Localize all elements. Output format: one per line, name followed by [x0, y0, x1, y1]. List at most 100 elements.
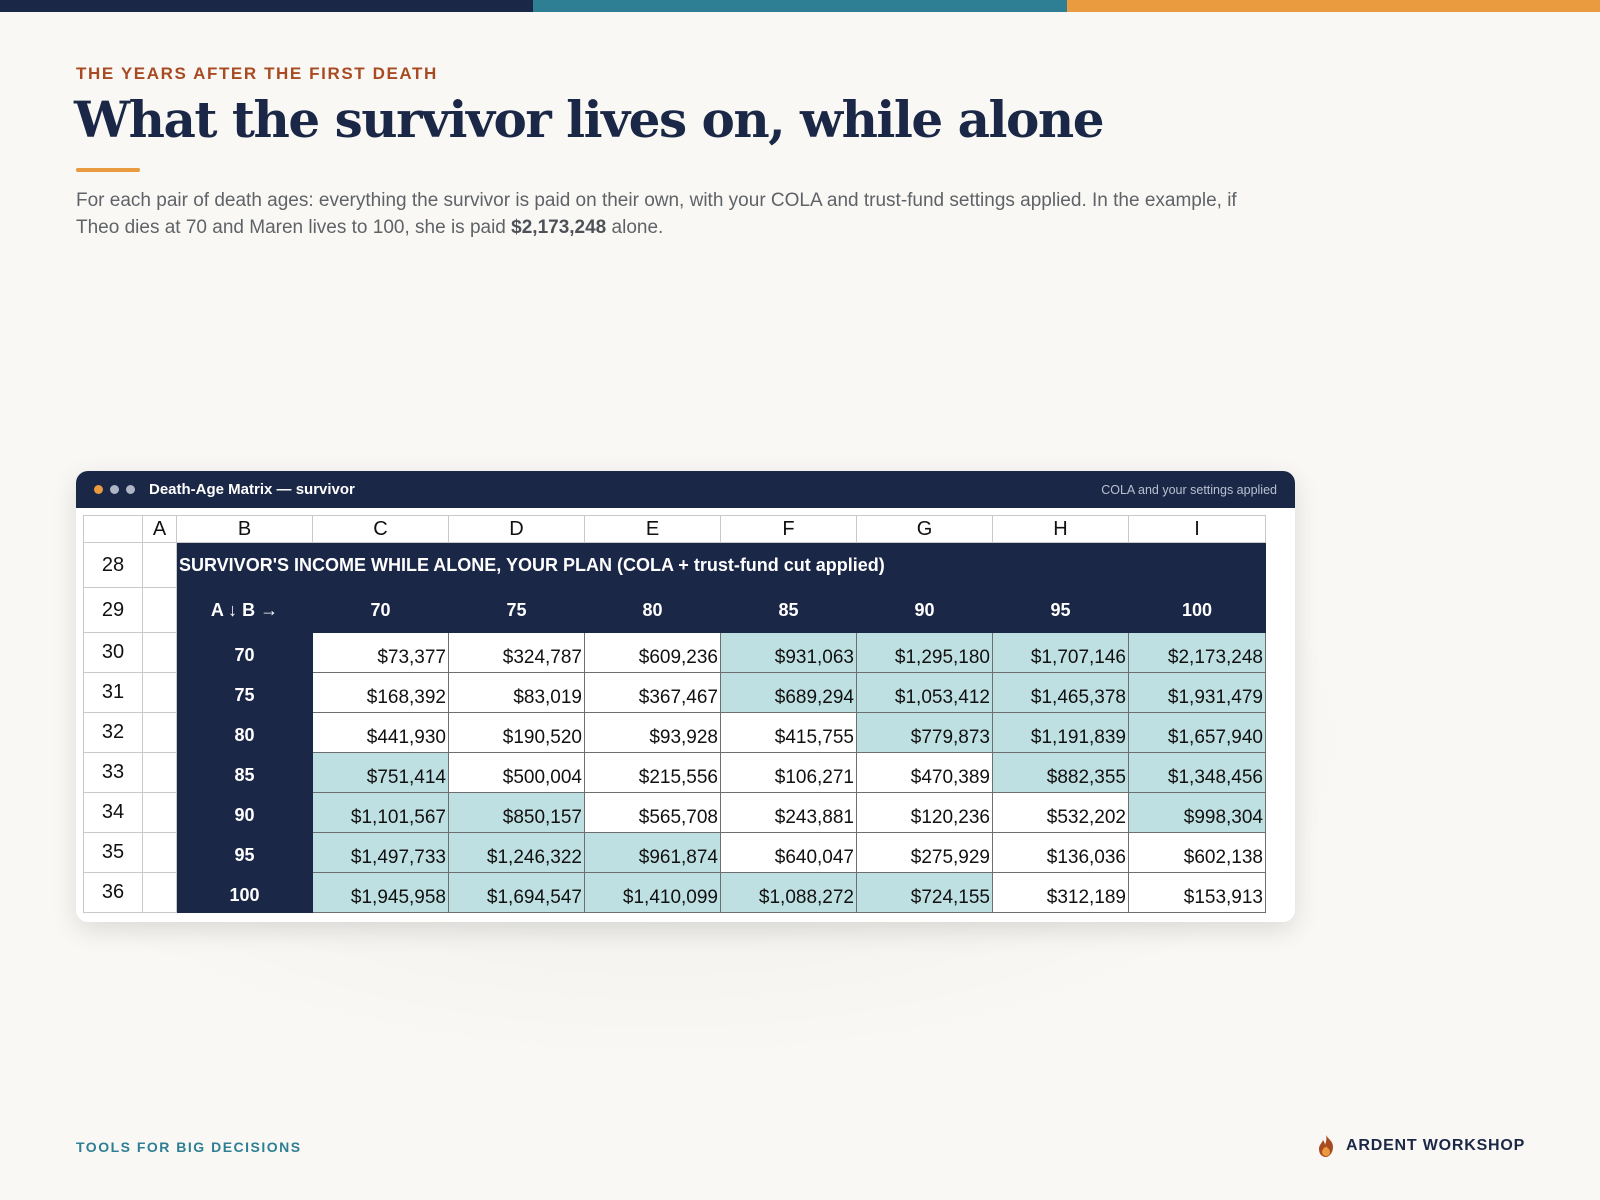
- matrix-cell[interactable]: $751,414: [312, 752, 449, 793]
- matrix-cell[interactable]: $1,101,567: [312, 792, 449, 833]
- row-number[interactable]: 28: [83, 542, 143, 588]
- row-number[interactable]: 33: [83, 752, 143, 793]
- matrix-cell[interactable]: $565,708: [584, 792, 721, 833]
- row-age-label[interactable]: 95: [176, 832, 313, 873]
- row-age-label[interactable]: 85: [176, 752, 313, 793]
- matrix-cell[interactable]: $1,945,958: [312, 872, 449, 913]
- matrix-cell[interactable]: $83,019: [448, 672, 585, 713]
- row-number[interactable]: 34: [83, 792, 143, 833]
- column-header-d[interactable]: D: [448, 515, 585, 543]
- matrix-cell[interactable]: $441,930: [312, 712, 449, 753]
- matrix-cell[interactable]: $312,189: [992, 872, 1129, 913]
- row-age-label[interactable]: 70: [176, 632, 313, 673]
- matrix-cell[interactable]: $153,913: [1128, 872, 1266, 913]
- matrix-cell[interactable]: $882,355: [992, 752, 1129, 793]
- row-age-label[interactable]: 100: [176, 872, 313, 913]
- matrix-cell[interactable]: $73,377: [312, 632, 449, 673]
- matrix-cell[interactable]: $640,047: [720, 832, 857, 873]
- matrix-banner[interactable]: SURVIVOR'S INCOME WHILE ALONE, YOUR PLAN…: [176, 542, 1266, 588]
- matrix-cell[interactable]: $1,088,272: [720, 872, 857, 913]
- row-number[interactable]: 31: [83, 672, 143, 713]
- column-age-90[interactable]: 90: [856, 587, 993, 633]
- select-all-corner[interactable]: [83, 515, 143, 543]
- matrix-cell[interactable]: $1,053,412: [856, 672, 993, 713]
- matrix-cell[interactable]: $1,465,378: [992, 672, 1129, 713]
- column-header-c[interactable]: C: [312, 515, 449, 543]
- row-number[interactable]: 29: [83, 587, 143, 633]
- matrix-cell[interactable]: $1,348,456: [1128, 752, 1266, 793]
- matrix-cell[interactable]: $275,929: [856, 832, 993, 873]
- column-header-b[interactable]: B: [176, 515, 313, 543]
- matrix-cell[interactable]: $1,707,146: [992, 632, 1129, 673]
- row-age-label[interactable]: 75: [176, 672, 313, 713]
- matrix-cell[interactable]: $190,520: [448, 712, 585, 753]
- matrix-cell[interactable]: $779,873: [856, 712, 993, 753]
- top-accent-bar: [0, 0, 1600, 12]
- column-age-80[interactable]: 80: [584, 587, 721, 633]
- row-number[interactable]: 32: [83, 712, 143, 753]
- window-controls: [94, 485, 135, 494]
- column-header-i[interactable]: I: [1128, 515, 1266, 543]
- matrix-cell[interactable]: $106,271: [720, 752, 857, 793]
- matrix-cell[interactable]: $168,392: [312, 672, 449, 713]
- matrix-cell[interactable]: $1,497,733: [312, 832, 449, 873]
- cell-column-a[interactable]: [142, 872, 177, 913]
- cell-a29[interactable]: [142, 587, 177, 633]
- close-dot-icon[interactable]: [94, 485, 103, 494]
- cell-column-a[interactable]: [142, 752, 177, 793]
- column-header-a[interactable]: A: [142, 515, 177, 543]
- row-age-label[interactable]: 80: [176, 712, 313, 753]
- row-number[interactable]: 36: [83, 872, 143, 913]
- matrix-cell[interactable]: $120,236: [856, 792, 993, 833]
- column-age-75[interactable]: 75: [448, 587, 585, 633]
- page-description: For each pair of death ages: everything …: [76, 187, 1256, 241]
- matrix-cell[interactable]: $532,202: [992, 792, 1129, 833]
- matrix-cell[interactable]: $136,036: [992, 832, 1129, 873]
- matrix-cell[interactable]: $215,556: [584, 752, 721, 793]
- matrix-cell[interactable]: $1,657,940: [1128, 712, 1266, 753]
- column-age-70[interactable]: 70: [312, 587, 449, 633]
- matrix-cell[interactable]: $724,155: [856, 872, 993, 913]
- cell-column-a[interactable]: [142, 792, 177, 833]
- cell-a28[interactable]: [142, 542, 177, 588]
- matrix-cell[interactable]: $961,874: [584, 832, 721, 873]
- matrix-cell[interactable]: $415,755: [720, 712, 857, 753]
- matrix-cell[interactable]: $689,294: [720, 672, 857, 713]
- matrix-cell[interactable]: $1,410,099: [584, 872, 721, 913]
- column-header-h[interactable]: H: [992, 515, 1129, 543]
- row-age-label[interactable]: 90: [176, 792, 313, 833]
- column-age-100[interactable]: 100: [1128, 587, 1266, 633]
- matrix-cell[interactable]: $931,063: [720, 632, 857, 673]
- column-age-85[interactable]: 85: [720, 587, 857, 633]
- cell-column-a[interactable]: [142, 712, 177, 753]
- column-header-f[interactable]: F: [720, 515, 857, 543]
- matrix-cell[interactable]: $998,304: [1128, 792, 1266, 833]
- column-age-95[interactable]: 95: [992, 587, 1129, 633]
- cell-column-a[interactable]: [142, 672, 177, 713]
- matrix-cell[interactable]: $2,173,248: [1128, 632, 1266, 673]
- matrix-cell[interactable]: $93,928: [584, 712, 721, 753]
- matrix-cell[interactable]: $1,694,547: [448, 872, 585, 913]
- cell-column-a[interactable]: [142, 632, 177, 673]
- row-number[interactable]: 35: [83, 832, 143, 873]
- brand-logo[interactable]: ARDENT WORKSHOP: [1315, 1134, 1525, 1158]
- matrix-cell[interactable]: $1,191,839: [992, 712, 1129, 753]
- matrix-cell[interactable]: $367,467: [584, 672, 721, 713]
- matrix-cell[interactable]: $1,295,180: [856, 632, 993, 673]
- matrix-cell[interactable]: $500,004: [448, 752, 585, 793]
- row-number[interactable]: 30: [83, 632, 143, 673]
- cell-column-a[interactable]: [142, 832, 177, 873]
- column-header-e[interactable]: E: [584, 515, 721, 543]
- column-header-g[interactable]: G: [856, 515, 993, 543]
- matrix-cell[interactable]: $1,246,322: [448, 832, 585, 873]
- matrix-cell[interactable]: $470,389: [856, 752, 993, 793]
- matrix-cell[interactable]: $850,157: [448, 792, 585, 833]
- matrix-cell[interactable]: $609,236: [584, 632, 721, 673]
- matrix-cell[interactable]: $243,881: [720, 792, 857, 833]
- matrix-cell[interactable]: $1,931,479: [1128, 672, 1266, 713]
- matrix-cell[interactable]: $324,787: [448, 632, 585, 673]
- maximize-dot-icon[interactable]: [126, 485, 135, 494]
- minimize-dot-icon[interactable]: [110, 485, 119, 494]
- matrix-cell[interactable]: $602,138: [1128, 832, 1266, 873]
- axis-corner-label[interactable]: A ↓ B →: [176, 587, 313, 633]
